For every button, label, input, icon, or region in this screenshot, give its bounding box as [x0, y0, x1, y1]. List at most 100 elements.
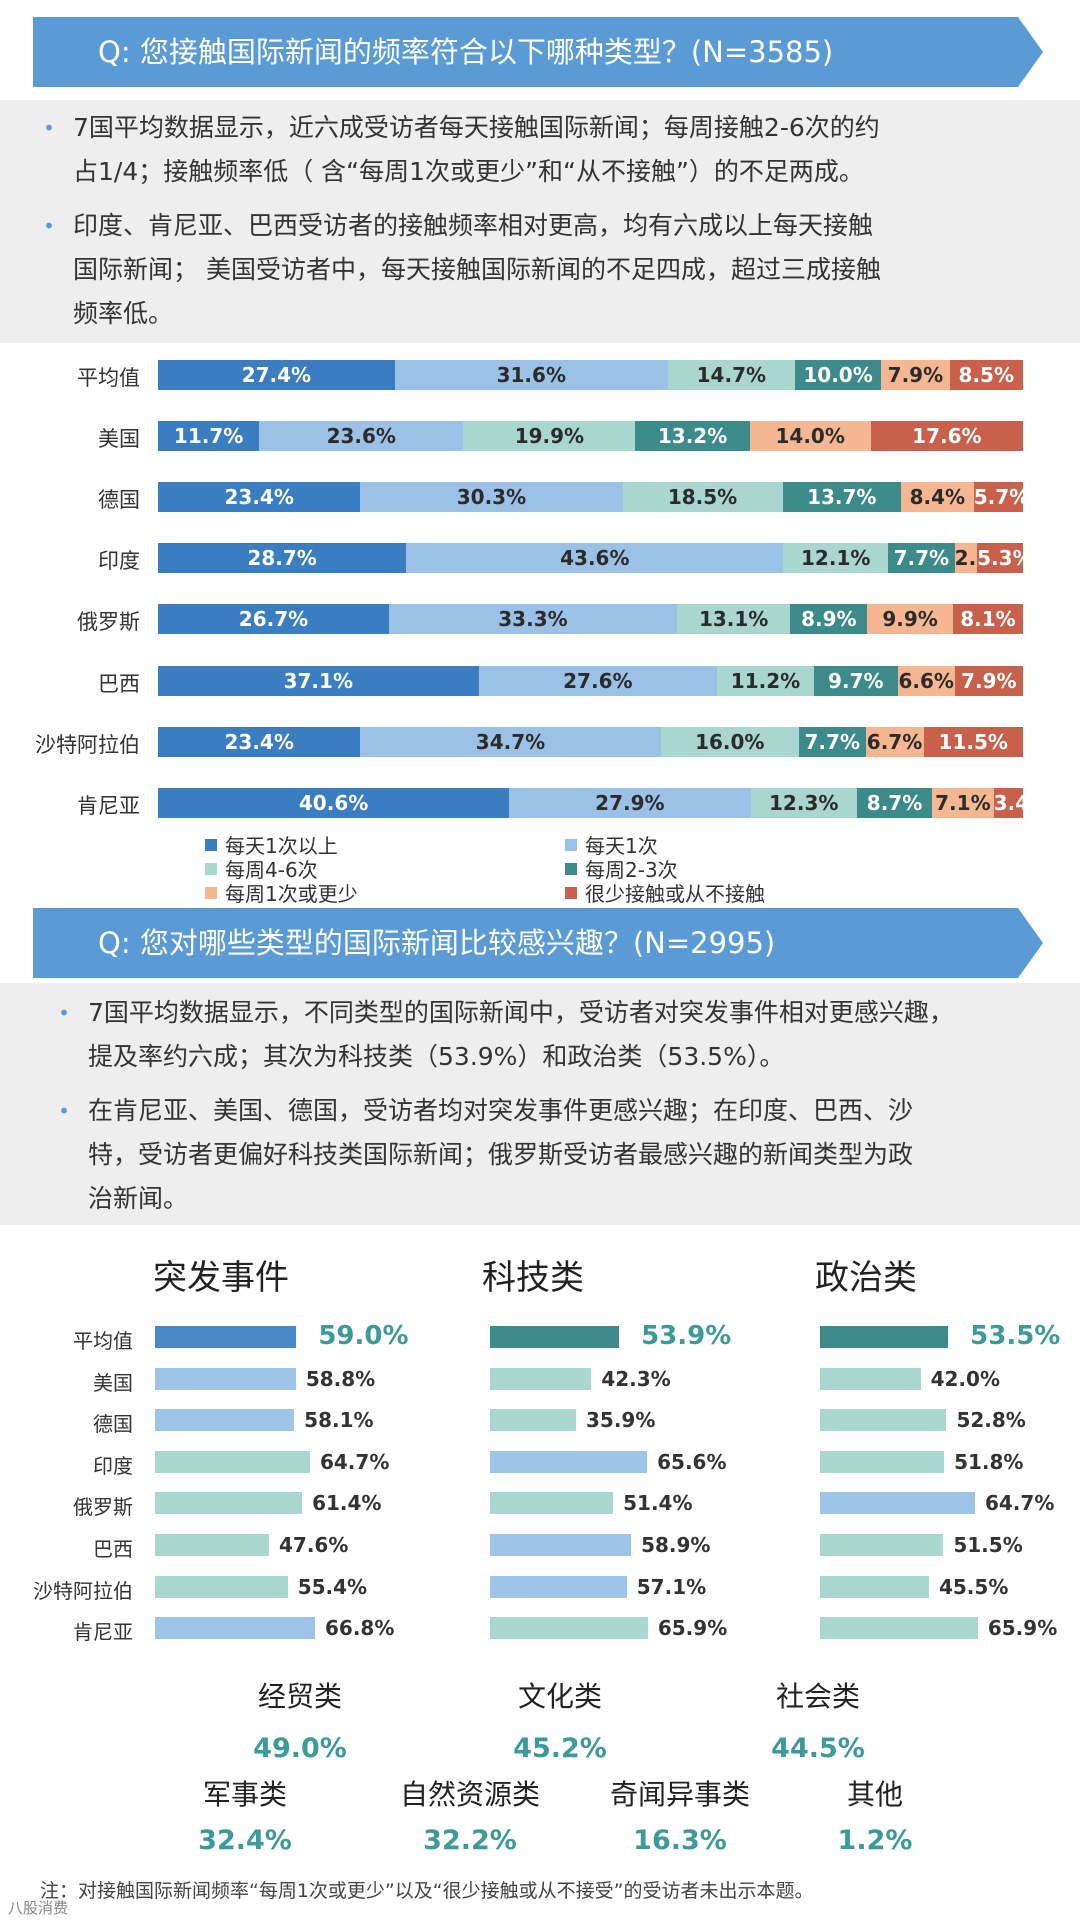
interest-bar	[490, 1367, 592, 1390]
legend-swatch	[205, 838, 217, 851]
row-label: 平均值	[73, 1329, 133, 1353]
other-category-value: 1.2%	[837, 1825, 913, 1856]
legend-swatch	[565, 886, 577, 899]
summary-line: 提及率约六成；其次为科技类（53.9%）和政治类（53.5%）。	[88, 1042, 785, 1071]
bullet-dot-icon: •	[43, 214, 55, 238]
summary-bullet: • 印度、肯尼亚、巴西受访者的接触频率相对更高，均有六成以上每天接触 国际新闻；…	[25, 204, 881, 336]
other-category-value: 32.4%	[198, 1825, 292, 1856]
bar-segment: 19.9%	[463, 421, 636, 452]
bar-segment: 40.6%	[158, 787, 510, 818]
interest-bar	[820, 1617, 978, 1640]
value-label: 53.9%	[641, 1321, 732, 1351]
bar-segment: 13.1%	[677, 604, 791, 635]
row-label: 德国	[93, 1412, 133, 1437]
summary-line: 特，受访者更偏好科技类国际新闻；俄罗斯受访者最感兴趣的新闻类型为政	[88, 1140, 914, 1169]
bar-segment: 28.7%	[158, 543, 407, 574]
summary-line: 治新闻。	[88, 1184, 189, 1213]
bar-segment: 43.6%	[406, 543, 784, 574]
legend-item: 每天1次	[565, 830, 658, 859]
interest-bar	[155, 1534, 269, 1556]
banner-arrow-shape	[33, 17, 1043, 87]
value-label: 64.7%	[319, 1449, 390, 1474]
row-label: 美国	[98, 427, 140, 452]
value-label: 65.9%	[987, 1616, 1058, 1641]
bar-segment: 26.7%	[158, 604, 389, 635]
value-label: 64.7%	[984, 1491, 1055, 1516]
bar-segment: 10.0%	[794, 360, 882, 390]
bar-segment: 8.1%	[952, 604, 1023, 635]
interest-bar	[155, 1575, 288, 1598]
bar-segment: 23.6%	[259, 421, 464, 452]
summary-line: 在肯尼亚、美国、德国，受访者均对突发事件更感兴趣；在印度、巴西、沙	[88, 1096, 914, 1125]
row-label: 印度	[93, 1453, 133, 1478]
row-label: 肯尼亚	[73, 1620, 133, 1645]
value-label: 45.5%	[938, 1574, 1009, 1599]
question-text: Q: 您对哪些类型的国际新闻比较感兴趣？(N=2995)	[98, 926, 776, 960]
bar-segment: 12.3%	[750, 787, 857, 818]
value-label: 59.0%	[318, 1321, 409, 1351]
value-label: 47.6%	[279, 1533, 349, 1557]
interest-bar	[820, 1367, 921, 1390]
legend-swatch	[565, 838, 577, 851]
other-category-name: 社会类	[775, 1680, 860, 1713]
legend-label: 每周1次或更少	[225, 882, 358, 906]
summary-bullet: • 在肯尼亚、美国、德国，受访者均对突发事件更感兴趣；在印度、巴西、沙 特，受访…	[40, 1089, 913, 1221]
question-banner-interest: Q: 您对哪些类型的国际新闻比较感兴趣？(N=2995)	[33, 908, 1043, 978]
interest-bar	[820, 1492, 975, 1515]
panel-title: 突发事件	[153, 1258, 289, 1298]
value-label: 52.8%	[956, 1408, 1026, 1433]
interest-bar	[820, 1409, 947, 1432]
value-label: 57.1%	[636, 1574, 707, 1599]
other-category: 社会类 44.5%	[738, 1675, 898, 1764]
interest-bar	[820, 1575, 929, 1598]
row-label: 美国	[93, 1370, 133, 1395]
summary-line: 国际新闻； 美国受访者中，每天接触国际新闻的不足四成，超过三成接触	[73, 255, 881, 284]
summary-line: 频率低。	[73, 299, 174, 328]
other-category-value: 45.2%	[513, 1733, 607, 1764]
value-label: 53.5%	[970, 1321, 1061, 1351]
row-label: 巴西	[98, 671, 140, 696]
bar-segment: 11.7%	[158, 421, 260, 452]
bar-segment: 13.2%	[635, 421, 750, 452]
value-label: 51.4%	[623, 1491, 693, 1516]
interest-bar	[155, 1409, 295, 1432]
legend-swatch	[205, 886, 217, 899]
other-category: 其他 1.2%	[795, 1773, 955, 1856]
value-label: 58.8%	[305, 1366, 376, 1391]
interest-bar	[820, 1450, 945, 1473]
banner-arrow-shape	[33, 908, 1043, 978]
legend-item: 每天1次以上	[205, 830, 338, 859]
interest-bar	[155, 1326, 297, 1348]
interest-bar	[155, 1450, 310, 1473]
other-category-name: 军事类	[202, 1778, 287, 1811]
bar-segment: 23.4%	[158, 726, 361, 757]
bar-segment: 27.4%	[158, 360, 395, 390]
bar-segment: 13.7%	[782, 482, 902, 513]
bar-segment: 5.7%	[973, 482, 1023, 513]
interest-bar	[820, 1534, 944, 1556]
bar-segment: 33.3%	[388, 604, 677, 635]
bar-segment: 8.5%	[949, 360, 1023, 390]
bar-segment: 34.7%	[360, 726, 661, 757]
legend-label: 每天1次	[585, 834, 658, 858]
row-label: 沙特阿拉伯	[35, 732, 140, 757]
row-label: 巴西	[93, 1537, 133, 1561]
bar-segment: 6.6%	[897, 665, 955, 696]
interest-bar	[490, 1326, 620, 1348]
summary-bullet: • 7国平均数据显示，近六成受访者每天接触国际新闻；每周接触2-6次的约 占1/…	[25, 106, 880, 194]
summary-line: 7国平均数据显示，不同类型的国际新闻中，受访者对突发事件相对更感兴趣，	[88, 998, 954, 1027]
bar-segment: 7.7%	[798, 726, 866, 757]
value-label: 51.8%	[954, 1449, 1024, 1474]
interest-bar	[155, 1367, 296, 1390]
row-label: 德国	[98, 488, 140, 513]
other-category: 经贸类 49.0%	[220, 1675, 380, 1764]
bar-segment: 8.9%	[790, 604, 868, 635]
legend-swatch	[205, 862, 217, 875]
interest-bar	[490, 1450, 648, 1473]
bar-segment: 8.7%	[856, 787, 933, 818]
bar-segment: 3.4%	[993, 787, 1023, 818]
bar-segment: 7.1%	[932, 787, 994, 818]
interest-bar	[490, 1492, 614, 1515]
value-label: 35.9%	[585, 1408, 656, 1433]
other-category-name: 经贸类	[257, 1680, 342, 1713]
